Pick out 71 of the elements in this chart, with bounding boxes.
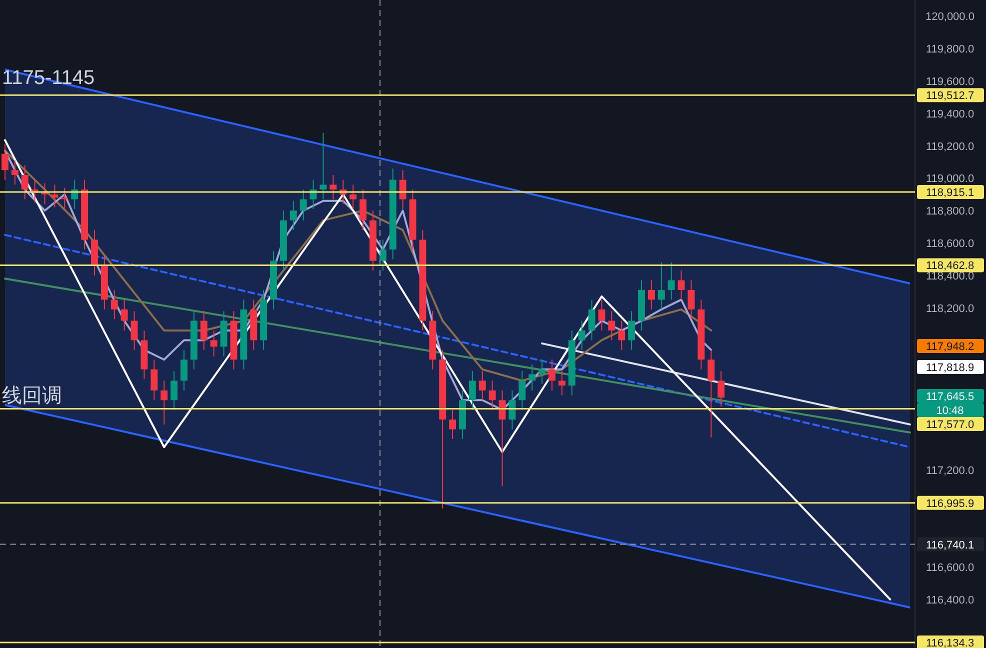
candlestick: [11, 160, 18, 186]
candlestick: [300, 189, 307, 221]
candlestick: [200, 310, 208, 350]
candlestick: [330, 174, 337, 200]
candlestick: [598, 299, 606, 331]
line-series: [4, 139, 892, 600]
y-tick-label: 119,000.0: [926, 173, 974, 186]
candlestick: [508, 390, 516, 430]
candlestick: [668, 262, 675, 300]
candlestick: [210, 330, 218, 357]
candlestick: [478, 370, 486, 401]
candlestick: [468, 370, 476, 410]
candlestick: [120, 299, 128, 331]
ref-line-label: 116,740.1: [926, 539, 974, 552]
candlestick: [360, 189, 366, 231]
candlestick: [290, 200, 297, 231]
y-tick-label: 118,800.0: [926, 206, 974, 218]
y-tick-label: 120,000.0: [926, 11, 974, 24]
y-tick-label: 118,400.0: [926, 270, 974, 282]
candlestick: [488, 380, 496, 410]
candlestick: [658, 262, 665, 310]
candlestick: [160, 380, 168, 425]
candlestick: [528, 364, 536, 391]
y-tick-label: 118,600.0: [926, 238, 974, 250]
candlestick: [51, 184, 58, 208]
candlestick: [399, 170, 406, 210]
y-tick-label: 117,200.0: [926, 464, 974, 477]
candlestick: [588, 299, 596, 341]
candlestick: [449, 409, 456, 440]
candlestick: [548, 359, 556, 391]
candlestick: [150, 359, 158, 401]
y-tick-label: 118,200.0: [926, 302, 974, 315]
candlestick: [678, 270, 685, 300]
candlestick: [61, 187, 68, 210]
candlestick: [558, 370, 566, 396]
text: 117,645.5: [926, 391, 974, 403]
candlestick: [628, 310, 636, 350]
candlestick: [718, 370, 725, 408]
candlestick: [518, 370, 526, 410]
y-tick-label: 119,400.0: [926, 108, 974, 120]
candlestick: [688, 280, 695, 320]
candlestick: [538, 359, 546, 384]
ref-line-label: 116,995.9: [926, 498, 974, 510]
y-tick-label: 119,200.0: [926, 140, 974, 153]
annotation: 线回调: [2, 385, 62, 407]
candlestick: [618, 320, 626, 350]
y-tick-label: 116,600.0: [926, 562, 974, 574]
candlestick: [21, 164, 28, 200]
candlestick: [578, 320, 586, 350]
y-tick-label: 119,600.0: [926, 76, 974, 88]
candlestick: [350, 184, 357, 210]
text: 117,818.9: [926, 362, 974, 374]
y-tick-label: 116,400.0: [926, 594, 974, 606]
candlestick: [320, 132, 327, 200]
candlestick: [708, 349, 715, 438]
candlestick: [110, 289, 118, 320]
text: 117,948.2: [926, 341, 974, 353]
candlestick: [648, 280, 655, 310]
text: 10:48: [936, 405, 964, 417]
candlestick: [608, 310, 616, 341]
ref-line-label: 119,512.7: [926, 90, 974, 102]
y-tick-label: 119,800.0: [926, 44, 974, 56]
ref-line-label: 116,134.3: [926, 637, 974, 648]
candlestick: [379, 239, 386, 272]
candlestick: [1, 144, 8, 180]
ref-line-label: 117,577.0: [926, 419, 974, 431]
candlestick: [170, 370, 178, 410]
candlestick: [130, 310, 138, 350]
candlestick: [180, 349, 188, 391]
ref-line-label: 118,915.1: [926, 186, 974, 199]
ref-line-label: 118,462.8: [926, 260, 974, 272]
